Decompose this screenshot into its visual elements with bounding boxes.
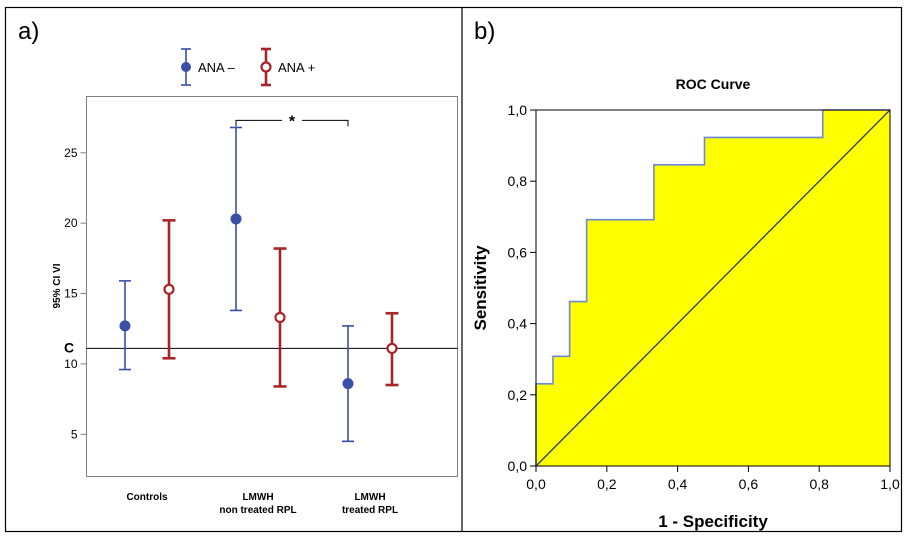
roc-x-tick-label: 0,2	[597, 476, 617, 492]
legend-label: ANA –	[198, 60, 236, 75]
significance-star: *	[289, 113, 296, 130]
roc-y-tick-label: 0,8	[508, 173, 528, 189]
panel-b-label: b)	[474, 18, 495, 45]
legend-label: ANA +	[278, 60, 315, 75]
reference-diagonal	[535, 109, 891, 467]
series-ana-negative	[119, 126, 354, 443]
legend-entry: ANA –	[181, 48, 236, 86]
x-axis: Controls LMWH non treated RPL LMWH treated R…	[126, 492, 398, 516]
roc-x-axis: 0,0 0,2 0,4 0,6 0,8 1,0	[526, 466, 900, 492]
roc-y-tick-label: 0,2	[508, 387, 528, 403]
roc-y-tick-label: 0,6	[508, 244, 528, 260]
roc-x-axis-label: 1 - Specificity	[658, 512, 768, 531]
x-tick-label: non treated RPL	[219, 505, 296, 516]
roc-y-tick-label: 0,4	[508, 316, 528, 332]
roc-x-tick-label: 0,4	[668, 476, 688, 492]
y-axis: 5 10 15 20 25	[64, 146, 87, 441]
mean-point	[163, 283, 175, 295]
roc-x-tick-label: 1,0	[880, 476, 900, 492]
mean-point	[119, 320, 131, 332]
panel-a-label: a)	[18, 18, 39, 45]
y-axis-label: 95% CI VI	[52, 263, 63, 308]
y-tick-label: 5	[71, 427, 78, 441]
legend: ANA – ANA +	[181, 47, 315, 87]
mean-point	[342, 378, 354, 390]
legend-marker	[181, 62, 191, 72]
y-tick-label: 10	[64, 357, 78, 371]
plot-area	[86, 96, 458, 477]
y-tick-label: 15	[64, 287, 78, 301]
roc-y-axis: 0,0 0,2 0,4 0,6 0,8 1,0	[508, 102, 536, 474]
legend-entry: ANA +	[260, 47, 315, 87]
panel-b-chart: ROC Curve 0,0 0,2 0,4 0,6 0,8 1,0 0,00,20,40,…	[471, 76, 900, 531]
roc-curve	[535, 109, 890, 466]
x-tick-label: treated RPL	[342, 505, 398, 516]
reference-line-label: C	[64, 339, 74, 355]
significance-annotation: *	[235, 113, 349, 130]
roc-y-tick-label: 0,0	[508, 458, 528, 474]
mean-point	[274, 311, 286, 324]
x-tick-label: LMWH	[354, 492, 385, 503]
roc-plot-area	[535, 109, 891, 467]
significance-bracket	[235, 119, 349, 127]
legend-marker	[260, 61, 272, 73]
series-ana-positive	[162, 219, 399, 388]
y-tick-label: 25	[64, 146, 78, 160]
roc-plot-border	[535, 109, 891, 467]
roc-y-axis-label: Sensitivity	[471, 245, 490, 331]
mean-point	[230, 213, 242, 225]
mean-point	[386, 342, 398, 355]
y-tick-label: 20	[64, 216, 78, 230]
roc-title: ROC Curve	[676, 76, 751, 92]
panel-a-chart: ANA – ANA + 5 10 15 20 25 95% CI VI Controls L…	[52, 47, 458, 516]
roc-y-tick-label: 1,0	[508, 102, 528, 118]
roc-x-tick-label: 0,8	[809, 476, 829, 492]
roc-x-tick-label: 0,6	[739, 476, 759, 492]
x-tick-label: Controls	[126, 492, 168, 503]
error-bar-series	[119, 126, 399, 443]
roc-x-tick-label: 0,0	[526, 476, 546, 492]
x-tick-label: LMWH	[242, 492, 273, 503]
